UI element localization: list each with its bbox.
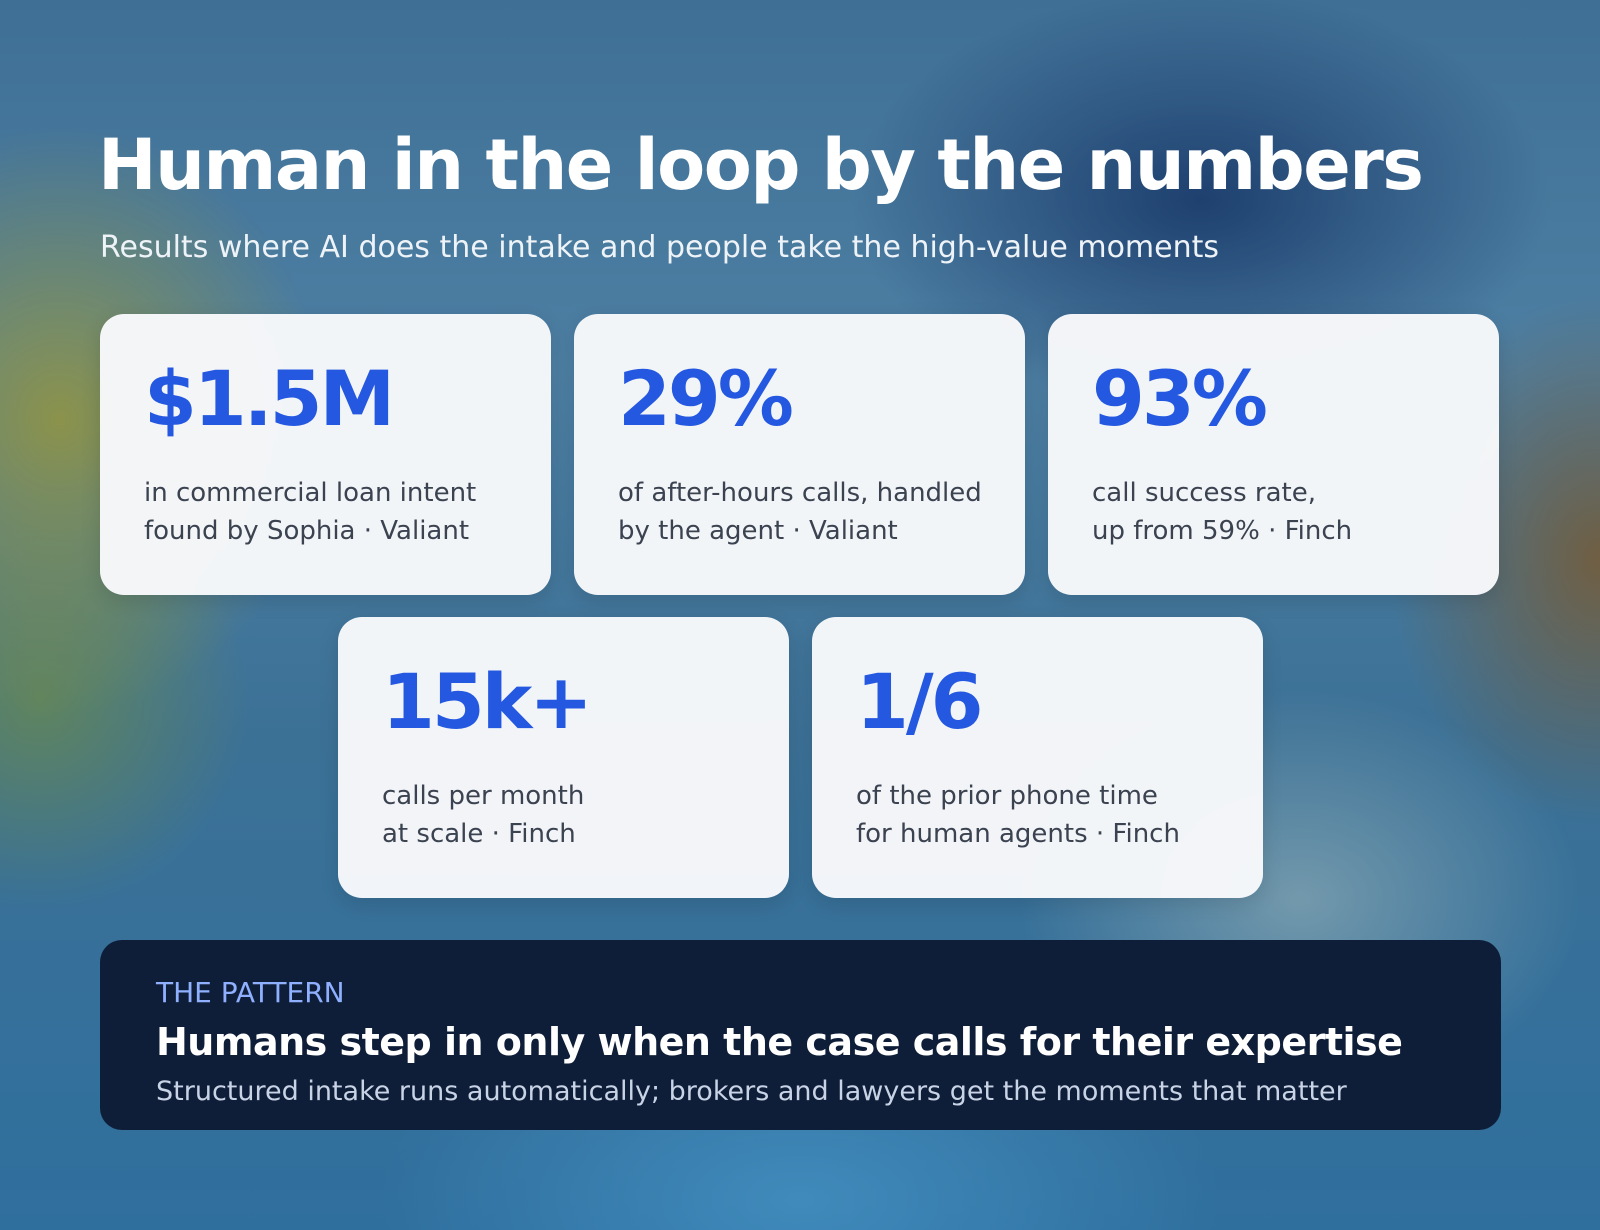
description-line: in commercial loan intent: [144, 478, 477, 508]
pattern-title: Humans step in only when the case calls …: [156, 1020, 1403, 1064]
subtitle: Results where AI does the intake and peo…: [100, 230, 1220, 265]
description-line: of the prior phone time: [856, 781, 1158, 811]
stat-card: 1/6 of the prior phone time for human agen…: [812, 617, 1263, 898]
description-line: up from 59% · Finch: [1092, 516, 1353, 546]
description-line: found by Sophia · Valiant: [144, 516, 470, 546]
stat-card: $1.5M in commercial loan intent found by S…: [100, 314, 551, 595]
stat-description: call success rate, up from 59% · Finch: [1092, 474, 1352, 550]
stat-card: 15k+ calls per month at scale · Finch: [338, 617, 789, 898]
stat-value: 29%: [618, 354, 794, 443]
stat-description: calls per month at scale · Finch: [382, 777, 584, 853]
stat-card: 93% call success rate, up from 59% · Finch: [1048, 314, 1499, 595]
stat-description: of the prior phone time for human agents …: [856, 777, 1180, 853]
description-line: of after-hours calls, handled: [618, 478, 982, 508]
stat-value: 1/6: [856, 657, 984, 746]
pattern-text: Structured intake runs automatically; br…: [156, 1076, 1347, 1107]
stat-description: of after-hours calls, handled by the agen…: [618, 474, 982, 550]
title: Human in the loop by the numbers: [98, 124, 1424, 206]
stat-value: 15k+: [382, 657, 593, 746]
pattern-label: THE PATTERN: [156, 976, 345, 1009]
description-line: at scale · Finch: [382, 819, 576, 849]
description-line: for human agents · Finch: [856, 819, 1180, 849]
stat-value: 93%: [1092, 354, 1268, 443]
stat-card: 29% of after-hours calls, handled by the a…: [574, 314, 1025, 595]
pattern-box: THE PATTERN Humans step in only when the…: [100, 940, 1501, 1130]
stat-description: in commercial loan intent found by Sophia…: [144, 474, 476, 550]
description-line: by the agent · Valiant: [618, 516, 898, 546]
stat-value: $1.5M: [144, 354, 395, 443]
description-line: call success rate,: [1092, 478, 1316, 508]
description-line: calls per month: [382, 781, 585, 811]
